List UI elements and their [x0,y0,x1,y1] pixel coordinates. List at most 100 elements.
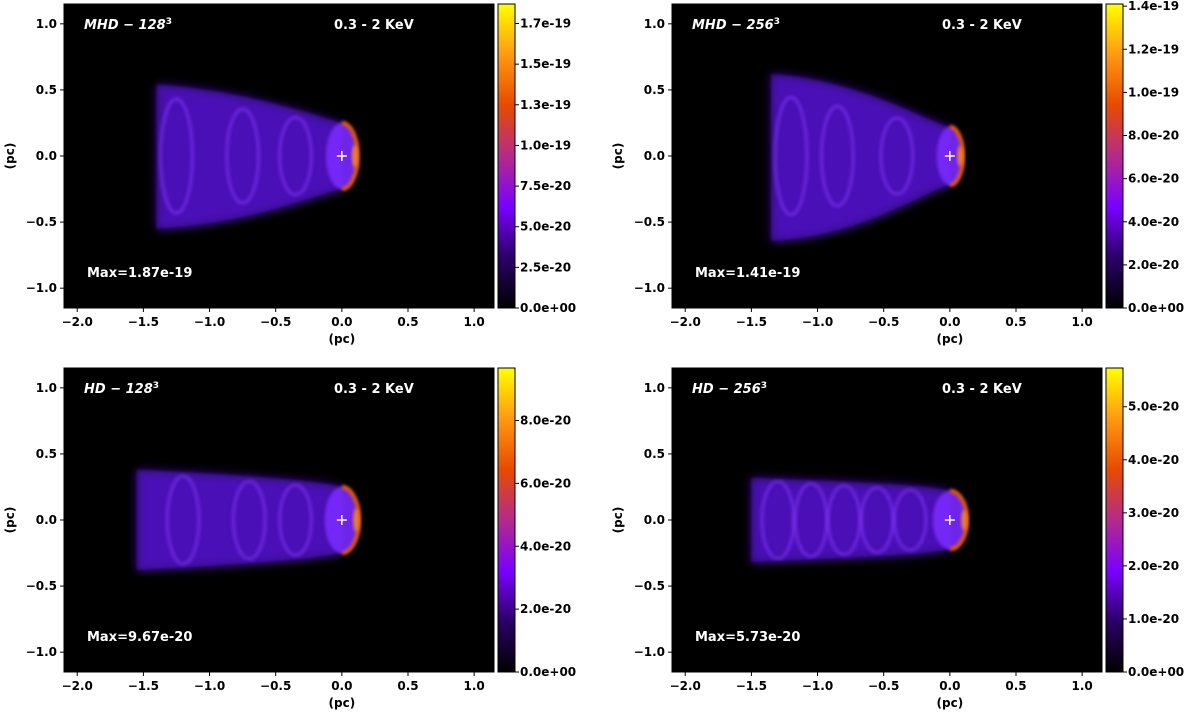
x-tick-label: 0.0 [331,315,352,329]
colorbar: 0.0e+00 2.5e-20 5.0e-20 7.5e-20 1.0e-19 1.3e-… [497,3,576,315]
colorbar-tick-label: 2.0e-20 [520,602,571,616]
tail-shell [231,479,267,561]
y-tick-label: 0.0 [36,513,57,527]
panel-1: MHD − 1283 0.3 - 2 KeV Max=1.87e-19 −2.0 −1.… [3,3,576,346]
max-label: Max=1.41e-19 [695,266,800,281]
tail-shell [165,474,201,566]
x-tick-label: −0.5 [260,679,291,693]
x-tick-label: −1.5 [128,679,159,693]
tail-shell [773,95,809,217]
tail-shell [225,107,260,205]
x-tick-label: −2.0 [62,315,93,329]
colorbar-tick-label: 5.0e-20 [1128,400,1179,414]
colorbar-tick-label: 2.0e-20 [1128,559,1179,573]
colorbar-tick-label: 6.0e-20 [1128,172,1179,186]
energy-band-label: 0.3 - 2 KeV [334,18,414,33]
colorbar-tick-label: 4.0e-20 [520,539,571,553]
colorbar-tick-label: 1.0e-19 [520,138,571,152]
x-tick-label: −2.0 [670,315,701,329]
x-tick-label: 0.0 [939,679,960,693]
y-axis-label: (pc) [611,143,625,170]
x-axis-label: (pc) [937,332,964,346]
panel-title: HD − 2563 [692,381,767,397]
y-tick-label: −1.0 [634,645,665,659]
emission-map [751,477,969,563]
panel-title: MHD − 1283 [84,17,172,33]
y-tick-label: 1.0 [644,17,665,31]
x-tick-label: −1.0 [194,679,225,693]
colorbar-tick-label: 1.0e-19 [1128,85,1179,99]
y-tick-label: 0.5 [644,83,665,97]
energy-band-label: 0.3 - 2 KeV [942,18,1022,33]
colorbar-tick-label: 8.0e-20 [1128,129,1179,143]
colorbar-tick-label: 1.2e-19 [1128,42,1179,56]
tail-shell [879,116,915,196]
x-tick-label: −1.5 [128,315,159,329]
x-tick-label: 0.5 [397,315,418,329]
y-tick-label: −1.0 [634,281,665,295]
colorbar-gradient [1105,367,1124,673]
y-tick-label: 1.0 [644,381,665,395]
source-marker [336,151,347,161]
y-tick-label: 0.5 [36,83,57,97]
max-label: Max=9.67e-20 [87,630,192,645]
colorbar-tick-label: 6.0e-20 [520,476,571,490]
x-tick-label: 0.5 [1005,679,1026,693]
tail-shell [760,479,796,561]
x-tick-label: −0.5 [260,315,291,329]
colorbar-tick-label: 1.3e-19 [520,98,571,112]
colorbar-tick-label: 5.0e-20 [520,220,571,234]
y-tick-label: 0.0 [644,513,665,527]
colorbar-tick-label: 8.0e-20 [520,414,571,428]
source-marker [944,515,955,525]
y-tick-label: 0.5 [36,447,57,461]
y-tick-label: 1.0 [36,17,57,31]
max-label: Max=1.87e-19 [87,266,192,281]
colorbar-gradient [1105,3,1124,309]
colorbar-tick-label: 0.0e+00 [1128,665,1184,679]
y-tick-label: 0.5 [644,447,665,461]
colorbar-tick-label: 2.0e-20 [1128,258,1179,272]
colorbar-tick-label: 1.4e-19 [1128,0,1179,13]
panel-3: HD − 1283 0.3 - 2 KeV Max=9.67e-20 −2.0 −1.5… [3,367,576,710]
panel-title: MHD − 2563 [692,17,780,33]
y-tick-label: −0.5 [26,579,57,593]
x-tick-label: −2.0 [62,679,93,693]
y-tick-label: −1.0 [26,281,57,295]
colorbar-tick-label: 1.5e-19 [520,57,571,71]
x-axis-label: (pc) [329,696,356,710]
x-tick-label: −2.0 [670,679,701,693]
colorbar-tick-label: 0.0e+00 [1128,301,1184,315]
x-tick-label: 0.5 [1005,315,1026,329]
energy-band-label: 0.3 - 2 KeV [942,382,1022,397]
colorbar: 0.0e+00 1.0e-20 2.0e-20 3.0e-20 4.0e-20 5.0e-… [1105,367,1184,679]
x-tick-label: −0.5 [868,679,899,693]
emission-map [771,74,965,242]
colorbar-tick-label: 0.0e+00 [520,665,576,679]
source-marker [944,151,955,161]
tail-shell [159,97,194,215]
x-axis-label: (pc) [329,332,356,346]
colorbar-tick-label: 2.5e-20 [520,260,571,274]
x-tick-label: 1.0 [464,679,485,693]
panel-4: HD − 2563 0.3 - 2 KeV Max=5.73e-20 −2.0 −1.5… [611,367,1184,710]
energy-band-label: 0.3 - 2 KeV [334,382,414,397]
x-tick-label: −0.5 [868,315,899,329]
colorbar-tick-label: 4.0e-20 [1128,453,1179,467]
x-tick-label: 1.0 [464,315,485,329]
y-axis-label: (pc) [3,507,17,534]
colorbar: 0.0e+00 2.0e-20 4.0e-20 6.0e-20 8.0e-20 [497,367,576,679]
colorbar-gradient [497,367,516,673]
colorbar-tick-label: 0.0e+00 [520,301,576,315]
colorbar: 0.0e+00 2.0e-20 4.0e-20 6.0e-20 8.0e-20 1.0e-… [1105,0,1184,315]
tail-shell [278,115,313,197]
y-tick-label: 1.0 [36,381,57,395]
panel-title: HD − 1283 [84,381,159,397]
max-label: Max=5.73e-20 [695,630,800,645]
x-tick-label: 1.0 [1072,315,1093,329]
tail-shell [278,483,313,557]
x-tick-label: −1.5 [736,679,767,693]
panel-2: MHD − 2563 0.3 - 2 KeV Max=1.41e-19 −2.0 −1.… [611,0,1184,346]
emission-map [156,84,360,229]
